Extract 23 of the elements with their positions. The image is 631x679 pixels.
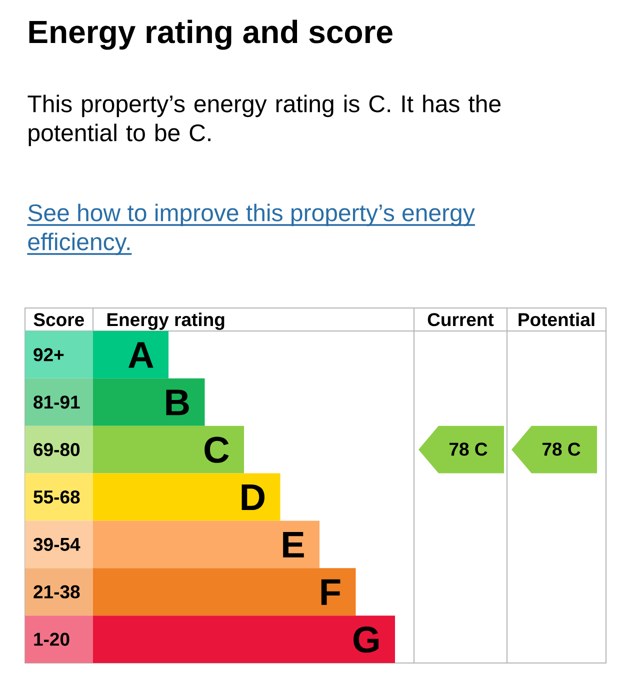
annotation: D bbox=[242, 484, 264, 510]
x-axis-title: Energy rating bbox=[107, 312, 224, 330]
chart-subtitle: This property’s energy rating is C. It has the potential to be C. bbox=[28, 94, 500, 146]
y-tick-label: 21-38 bbox=[34, 585, 80, 598]
y-tick-label: 69-80 bbox=[34, 443, 80, 456]
text: 78 C bbox=[450, 442, 488, 456]
chart-title: Energy rating and score bbox=[29, 20, 392, 50]
text: See how to improve this property’s energy efficiency. bbox=[28, 204, 475, 256]
text: Potential bbox=[518, 312, 594, 326]
annotation: E bbox=[283, 532, 304, 558]
y-axis-title: Score bbox=[34, 313, 84, 326]
annotation: A bbox=[128, 342, 154, 368]
annotation: F bbox=[321, 579, 340, 605]
y-tick-label: 39-54 bbox=[33, 538, 80, 551]
text: 78 C bbox=[542, 442, 580, 456]
y-tick-label: 1-20 bbox=[34, 632, 70, 646]
annotation: G bbox=[354, 626, 379, 653]
y-tick-label: 55-68 bbox=[34, 490, 80, 504]
text: Current bbox=[428, 313, 494, 326]
annotation: C bbox=[204, 436, 229, 463]
y-tick-label: 81-91 bbox=[34, 396, 80, 409]
annotation: B bbox=[166, 390, 189, 416]
y-tick-label: 92+ bbox=[34, 348, 64, 362]
